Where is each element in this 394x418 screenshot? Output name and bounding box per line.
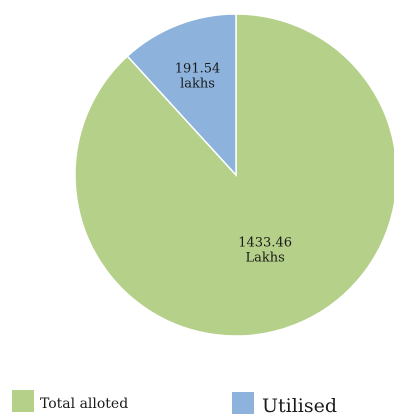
pie-slices — [74, 13, 394, 337]
slice-labels: 1433.46 Lakhs 191.54 lakhs — [175, 61, 292, 265]
slice-label-line: Lakhs — [245, 251, 284, 266]
legend-label-total-alloted: Total alloted — [40, 396, 128, 412]
slice-label-total-alloted: 1433.46 Lakhs — [238, 236, 292, 266]
slice-label-line: 191.54 — [175, 61, 221, 76]
pie-slice-utilised — [126, 13, 237, 177]
slice-label-line: 1433.46 — [238, 236, 292, 251]
pie-slice-total-alloted — [74, 13, 394, 337]
legend-label-utilised: Utilised — [262, 395, 337, 417]
legend-swatch-total-alloted — [12, 390, 34, 412]
slice-label-utilised: 191.54 lakhs — [175, 61, 221, 91]
legend-swatch-utilised — [232, 392, 254, 414]
slice-label-line: lakhs — [180, 76, 215, 91]
legend: Total alloted Utilised — [12, 390, 337, 417]
